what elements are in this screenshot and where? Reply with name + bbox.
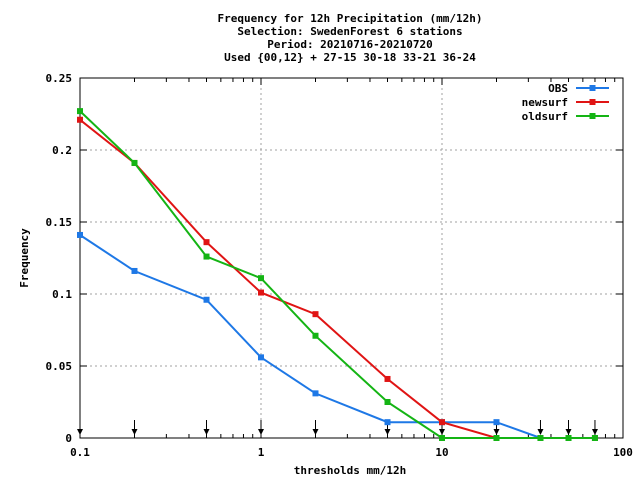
x-tick-label: 100 (613, 446, 633, 459)
legend-marker (589, 85, 596, 91)
plot-frame (79, 77, 624, 439)
grid (80, 78, 623, 438)
series (77, 108, 598, 441)
data-point-newsurf (312, 311, 319, 318)
legend-label: OBS (548, 82, 568, 95)
data-point-OBS (203, 296, 210, 303)
data-point-OBS (493, 419, 500, 426)
threshold-markers (77, 420, 598, 435)
threshold-arrow-head (258, 429, 264, 435)
data-point-newsurf (203, 239, 210, 246)
threshold-arrow-head (565, 429, 572, 435)
series-line-oldsurf (79, 110, 595, 439)
data-point-oldsurf (493, 435, 500, 441)
legend-label: newsurf (522, 96, 568, 109)
data-point-oldsurf (203, 253, 210, 260)
threshold-arrow-head (384, 429, 391, 435)
threshold-arrow-head (493, 429, 500, 435)
data-point-OBS (131, 267, 138, 274)
y-tick-label: 0.15 (46, 216, 73, 229)
axes: 0 0.05 0.1 0.15 0.2 0.25 0.1 1 10 100 (46, 72, 633, 459)
data-point-newsurf (77, 116, 83, 123)
threshold-arrow-head (312, 429, 319, 435)
data-point-OBS (77, 231, 83, 238)
y-tick-label: 0 (65, 432, 72, 445)
series-line-OBS (79, 234, 595, 439)
data-point-oldsurf (131, 159, 138, 166)
data-point-oldsurf (77, 108, 83, 115)
data-point-oldsurf (439, 435, 445, 441)
data-point-newsurf (439, 419, 445, 426)
data-point-OBS (258, 354, 264, 361)
threshold-arrow-head (591, 429, 598, 435)
y-tick-label: 0.2 (52, 144, 72, 157)
data-point-oldsurf (591, 435, 598, 441)
data-point-oldsurf (312, 332, 319, 339)
title-line: Selection: SwedenForest 6 stations (237, 25, 462, 38)
data-point-OBS (384, 419, 391, 426)
legend-marker (589, 99, 596, 105)
data-point-OBS (312, 390, 319, 397)
data-point-oldsurf (258, 275, 264, 282)
legend-label: oldsurf (522, 110, 568, 123)
title-line: Period: 20210716-20210720 (267, 38, 433, 51)
threshold-arrow-head (439, 429, 445, 435)
chart-title: Frequency for 12h Precipitation (mm/12h)… (218, 12, 483, 64)
data-point-newsurf (258, 289, 264, 296)
y-tick-label: 0.1 (52, 288, 72, 301)
data-point-oldsurf (384, 399, 391, 405)
x-axis-label: thresholds mm/12h (294, 464, 407, 477)
title-line: Used {00,12} + 27-15 30-18 33-21 36-24 (224, 51, 476, 64)
threshold-arrow-head (203, 429, 210, 435)
legend-marker (589, 113, 596, 119)
series-line-newsurf (79, 119, 595, 439)
data-point-oldsurf (537, 435, 544, 441)
x-tick-label: 0.1 (70, 446, 90, 459)
title-line: Frequency for 12h Precipitation (mm/12h) (218, 12, 483, 25)
threshold-arrow-head (77, 429, 83, 435)
y-axis-label: Frequency (18, 228, 31, 288)
threshold-arrow-head (537, 429, 544, 435)
x-tick-label: 10 (435, 446, 448, 459)
threshold-arrow-head (131, 429, 138, 435)
data-point-oldsurf (565, 435, 572, 441)
data-point-newsurf (384, 375, 391, 382)
y-tick-label: 0.25 (46, 72, 73, 85)
x-tick-label: 1 (258, 446, 265, 459)
y-tick-label: 0.05 (46, 360, 73, 373)
